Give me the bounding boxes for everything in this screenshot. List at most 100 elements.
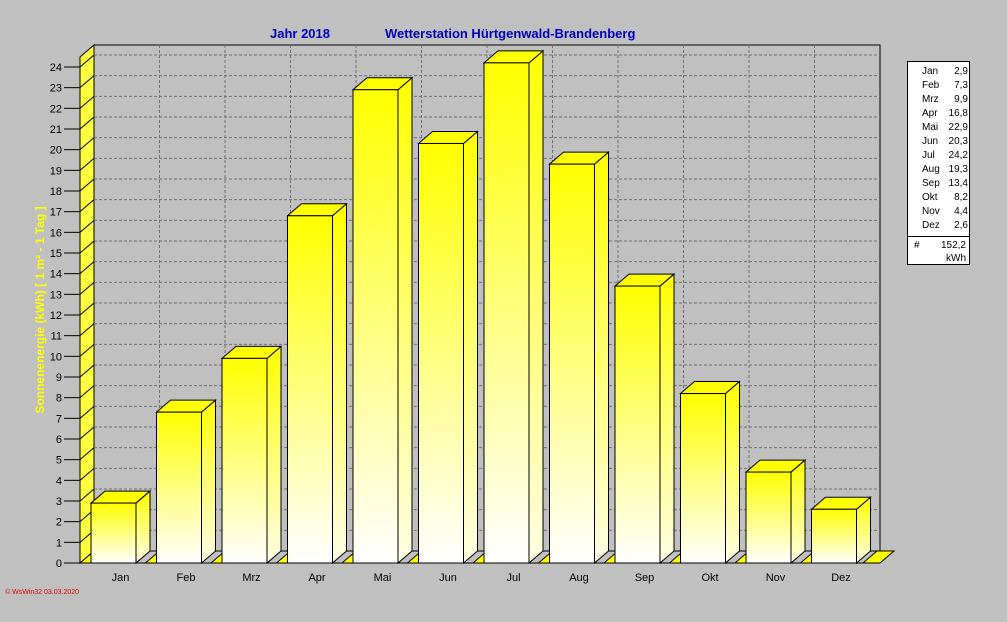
y-tick-label: 4 <box>56 475 62 487</box>
y-tick-label: 14 <box>50 269 62 281</box>
left-wall-tick <box>79 426 95 440</box>
left-wall-tick <box>79 364 95 378</box>
legend-row: Jun 20,3 <box>908 136 971 150</box>
left-wall-tick <box>79 75 95 89</box>
y-tick-label: 21 <box>50 124 62 136</box>
legend-value: 24,2 <box>948 150 968 161</box>
legend-total-value: 152,2 <box>940 240 966 251</box>
legend-row: Mrz 9,9 <box>908 94 971 108</box>
y-tick-label: 19 <box>50 165 62 177</box>
bar-side <box>266 345 282 565</box>
y-tick-label: 10 <box>50 351 62 363</box>
y-tick-label: 11 <box>51 331 62 343</box>
y-tick-label: 20 <box>50 145 62 157</box>
bar-floor-tab <box>861 550 896 564</box>
legend-month: Apr <box>922 108 938 119</box>
bar-side <box>397 76 413 565</box>
bar-side <box>725 380 740 565</box>
legend-value: 7,3 <box>954 80 968 91</box>
left-wall-tick <box>79 488 95 502</box>
legend-value: 8,2 <box>954 192 968 203</box>
y-tick-label: 16 <box>50 227 62 239</box>
left-wall-tick <box>79 343 95 357</box>
bar <box>418 142 464 564</box>
left-wall-tick <box>79 405 95 419</box>
left-wall-tick <box>79 95 95 109</box>
legend-value: 2,9 <box>954 66 968 77</box>
legend-value: 16,8 <box>948 108 968 119</box>
legend-separator <box>908 236 969 237</box>
x-tick-label: Okt <box>701 572 718 584</box>
legend-row: Dez 2,6 <box>908 220 971 234</box>
legend-month: Sep <box>922 178 940 189</box>
legend-row: Aug 19,3 <box>908 164 971 178</box>
left-wall-tick <box>79 116 95 130</box>
bar-side <box>332 202 347 565</box>
legend-month: Mrz <box>922 94 939 105</box>
legend-row: Jul 24,2 <box>908 150 971 164</box>
legend-row: Nov 4,4 <box>908 206 971 220</box>
y-tick-label: 15 <box>50 248 62 260</box>
bar <box>221 357 268 564</box>
left-wall-tick <box>79 281 95 295</box>
legend-month: Dez <box>922 220 940 231</box>
x-tick-label: Feb <box>177 572 196 584</box>
y-tick-label: 2 <box>56 517 62 529</box>
x-tick-label: Dez <box>831 572 851 584</box>
bar-side <box>528 49 544 565</box>
legend-value: 19,3 <box>948 164 968 175</box>
legend-value: 2,6 <box>954 220 968 231</box>
bar-side <box>201 399 216 565</box>
y-tick-label: 5 <box>56 455 62 467</box>
left-wall-tick <box>79 261 95 275</box>
y-tick-label: 23 <box>50 83 62 95</box>
legend-row: Mai 22,9 <box>908 122 971 136</box>
legend-month: Jan <box>922 66 939 77</box>
legend-unit: kWh <box>946 253 966 264</box>
left-wall-tick <box>79 240 95 254</box>
bar <box>811 508 857 564</box>
chart-title-year: Jahr 2018 <box>270 26 330 41</box>
legend-month: Okt <box>922 192 938 203</box>
y-tick-label: 6 <box>56 434 62 446</box>
legend-value: 22,9 <box>948 122 968 133</box>
left-wall-tick <box>79 54 95 68</box>
bar-side <box>790 458 806 565</box>
y-axis-title: Sonnenenergie (kWh) [ 1 m² - 1 Tag ] <box>33 206 47 413</box>
left-wall-tick <box>79 178 95 192</box>
bar <box>287 215 333 564</box>
legend-value: 13,4 <box>948 178 968 189</box>
footer-credit: © WsWin32 03.03.2020 <box>5 589 80 596</box>
legend-month: Mai <box>922 122 939 133</box>
legend-month: Nov <box>922 206 940 217</box>
bar <box>90 502 137 564</box>
x-tick-label: Mai <box>374 572 392 584</box>
x-tick-label: Jan <box>112 572 130 584</box>
x-tick-label: Sep <box>635 572 655 584</box>
bar-side <box>659 272 675 565</box>
left-wall-tick <box>79 447 95 461</box>
y-tick-label: 12 <box>50 310 62 322</box>
bar <box>680 393 726 564</box>
x-tick-label: Nov <box>766 572 786 584</box>
legend-value: 4,4 <box>954 206 968 217</box>
bar <box>352 89 399 564</box>
bar-side <box>463 130 478 565</box>
x-tick-label: Aug <box>569 572 589 584</box>
y-tick-label: 22 <box>50 103 62 115</box>
y-tick-label: 7 <box>56 413 62 425</box>
left-wall-tick <box>79 199 95 213</box>
legend-row: Okt 8,2 <box>908 192 971 206</box>
y-tick-label: 1 <box>56 537 62 549</box>
y-tick-label: 9 <box>56 372 62 384</box>
legend-row: Jan 2,9 <box>908 66 971 80</box>
y-tick-label: 3 <box>56 496 62 508</box>
left-wall-tick <box>79 219 95 233</box>
legend-row: Sep 13,4 <box>908 178 971 192</box>
y-tick-label: 17 <box>50 207 62 219</box>
legend-month: Aug <box>922 164 940 175</box>
bar <box>483 62 530 564</box>
left-wall-tick <box>79 157 95 171</box>
legend-month: Jun <box>922 136 939 147</box>
